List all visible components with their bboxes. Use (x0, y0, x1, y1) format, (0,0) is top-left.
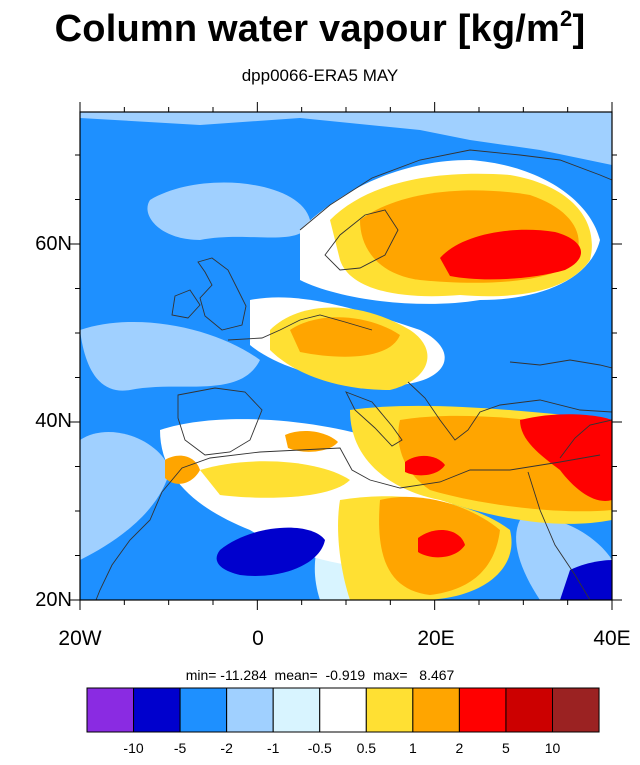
y-label-60n: 60N (35, 233, 72, 255)
field-orange-alps (290, 317, 400, 357)
colorbar-label: -0.5 (307, 740, 332, 756)
colorbar-swatch (552, 687, 600, 733)
x-label-20w: 20W (58, 627, 102, 650)
field-lightblue-bay (80, 321, 260, 391)
colorbar-label: -10 (123, 740, 144, 756)
field-lightblue-north (80, 112, 612, 165)
field-red-russia (440, 229, 582, 280)
colorbar-label: -5 (173, 740, 187, 756)
field-lightblue-atlantic (147, 182, 310, 240)
field-red-libya (418, 529, 465, 558)
y-label-20n: 20N (35, 589, 72, 611)
colorbar-swatch (179, 687, 228, 733)
colorbar-label: 10 (544, 740, 561, 756)
field-orange-iberia-south (165, 455, 200, 484)
axis-ticks (70, 102, 622, 610)
colorbar-swatch (272, 687, 321, 733)
field-red-ionian (405, 455, 445, 476)
field-red-levant (520, 414, 612, 501)
y-label-40n: 40N (35, 410, 72, 432)
coastlines (95, 149, 612, 600)
colorbar-swatch (505, 687, 554, 733)
colorbar-swatch (365, 687, 414, 733)
colorbar-label: 5 (502, 740, 510, 756)
field-darkblue-arabia (560, 560, 612, 600)
field-darkblue-sahara (216, 527, 325, 576)
colorbar-swatch (86, 687, 135, 733)
colorbar-label: -2 (220, 740, 233, 756)
field-statistics: min= -11.284 mean= -0.919 max= 8.467 (185, 667, 455, 683)
field-layer (80, 112, 612, 600)
map-title: Column water vapour [kg/m2] (54, 6, 586, 50)
colorbar-label: -1 (266, 740, 280, 756)
colorbar-swatch (319, 687, 367, 733)
field-lightblue-west (80, 431, 170, 560)
colorbar-label: 2 (455, 740, 464, 756)
colorbar-swatch (458, 687, 507, 733)
map-subtitle: dpp0066-ERA5 MAY (241, 66, 399, 85)
colorbar-swatch (412, 687, 460, 733)
x-label-20e: 20E (417, 627, 455, 650)
x-label-40e: 40E (593, 627, 631, 650)
field-yellow-africa-north (200, 461, 350, 498)
colorbar-swatch (226, 687, 274, 733)
colorbar-label: 1 (408, 740, 417, 756)
colorbar-label: 0.5 (356, 740, 377, 756)
field-orange-sardinia (285, 430, 338, 452)
x-label-0: 0 (252, 627, 264, 650)
colorbar-swatch (133, 687, 181, 733)
